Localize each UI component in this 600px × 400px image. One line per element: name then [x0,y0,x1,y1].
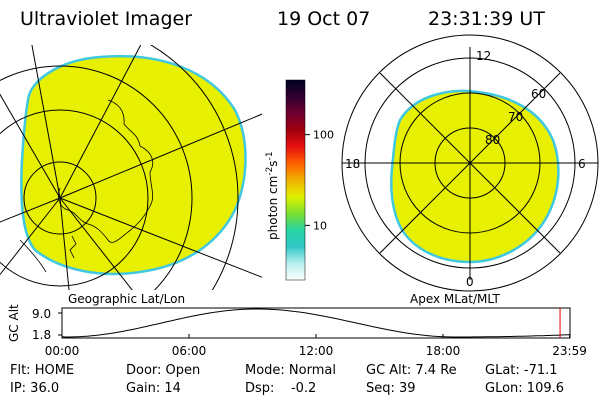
altitude-y-ticks: 9.0 1.8 [32,307,62,342]
altitude-plot: GC Alt 9.0 1.8 00:00 06:00 12:00 18:00 23:59 [7,304,587,358]
polar-map: 80 70 60 12 6 0 18 [341,34,599,292]
left-grid [0,45,262,290]
altitude-x-tick-label: 23:59 [552,344,587,358]
mlt-label-0: 0 [466,275,474,289]
altitude-ylabel: GC Alt [7,304,21,342]
altitude-plot-frame [61,307,571,339]
colorbar-unit: photon cm-2s-1 [265,151,280,240]
colorbar-scale [285,79,306,281]
right-auroral-fill [390,89,560,264]
altitude-x-tick-label: 00:00 [45,344,80,358]
status-mode: Mode: Normal [245,363,336,378]
colorbar: 100 10 photon cm-2s-1 [265,79,334,281]
mlt-label-6: 6 [578,157,586,171]
status-glat: GLat: -71.1 [485,363,558,378]
app-title: Ultraviolet Imager [20,8,192,30]
right-panel-caption: Apex MLat/MLT [410,292,500,306]
polar-lat-labels: 80 70 60 [485,87,546,147]
header-date: 19 Oct 07 [277,8,370,30]
altitude-curve [61,308,571,338]
status-glon: GLon: 109.6 [485,381,565,396]
left-coastline [19,99,154,273]
altitude-x-tick-label: 12:00 [299,344,334,358]
colorbar-unit-exp1: -2 [265,167,275,176]
colorbar-tick-label: 10 [313,219,327,232]
status-flt: Flt: HOME [10,363,75,378]
colorbar-unit-prefix: photon cm [266,176,280,240]
geographic-map [0,45,262,290]
status-gain: Gain: 14 [126,381,181,396]
polar-grid [341,34,599,292]
colorbar-ticks: 100 10 [305,129,334,232]
status-dsp: Dsp: -0.2 [245,381,317,396]
altitude-x-tick-label: 18:00 [426,344,461,358]
altitude-x-ticks: 00:00 06:00 12:00 18:00 23:59 [45,334,587,358]
colorbar-tick-label: 100 [313,129,334,142]
status-footer: Flt: HOME Door: Open Mode: Normal GC Alt… [0,362,600,400]
altitude-y-tick-label: 1.8 [32,328,51,342]
colorbar-unit-exp2: -1 [265,151,275,160]
status-door: Door: Open [126,363,201,378]
colorbar-unit-mid: s [266,160,280,166]
polar-lat-label-70: 70 [508,110,523,124]
mlt-label-12: 12 [476,49,491,63]
status-ip: IP: 36.0 [10,381,60,396]
altitude-y-tick-label: 9.0 [32,307,51,321]
status-seq: Seq: 39 [366,381,416,396]
altitude-x-tick-label: 06:00 [172,344,207,358]
status-gc-alt: GC Alt: 7.4 Re [366,363,457,378]
header-time: 23:31:39 UT [428,8,545,30]
polar-lat-label-60: 60 [531,87,546,101]
left-panel-caption: Geographic Lat/Lon [68,292,185,306]
mlt-label-18: 18 [345,157,360,171]
polar-lat-label-80: 80 [485,133,500,147]
